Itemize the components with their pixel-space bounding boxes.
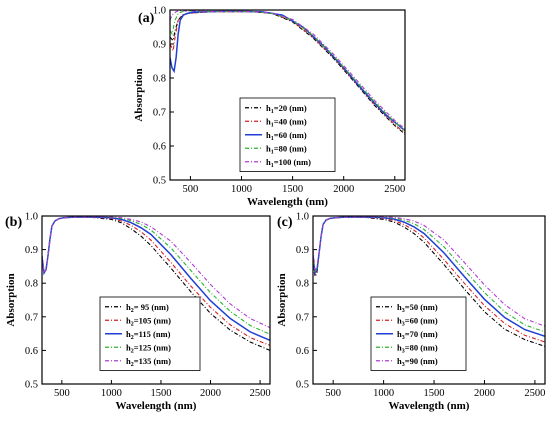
y-tick-label: 0.9 — [153, 40, 166, 51]
y-tick-label: 0.6 — [153, 142, 166, 153]
panel-c: 500 1000 1500 2000 2500 0.5 0.6 0.7 0.8 0.9 1.0 Wav… — [276, 212, 546, 412]
series-line-4 — [170, 10, 405, 132]
x-tick-label: 1500 — [424, 388, 445, 399]
y-tick-label: 0.9 — [296, 245, 309, 256]
panel-b: 500 1000 1500 2000 2500 0.5 0.6 0.7 0.8 0.9 1.0 Wav… — [5, 212, 271, 412]
y-tick-label: 0.7 — [153, 108, 166, 119]
x-tick-label: 1500 — [282, 184, 303, 195]
y-tick-label: 0.5 — [153, 176, 166, 187]
y-tick-label: 1.0 — [153, 6, 166, 17]
legend-entry: h2= 95 (nm) — [126, 302, 169, 314]
plot-frame — [312, 215, 546, 385]
x-axis-label: Wavelength (nm) — [247, 196, 328, 208]
legend-entry: h2=105 (nm) — [126, 315, 171, 327]
x-tick-label: 2500 — [524, 388, 545, 399]
series-line-5 — [313, 216, 545, 327]
x-tick-label: 2000 — [333, 184, 354, 195]
panel-label: (b) — [5, 215, 22, 230]
x-axis-label: Wavelength (nm) — [389, 400, 470, 412]
plot-frame — [41, 215, 271, 385]
y-tick-label: 0.5 — [25, 380, 38, 391]
x-tick-label: 500 — [325, 388, 341, 399]
y-tick-label: 1.0 — [296, 212, 309, 223]
y-axis-label: Absorption — [133, 68, 145, 121]
legend-entry: h2=115 (nm) — [126, 329, 171, 341]
y-tick-label: 1.0 — [25, 212, 38, 223]
y-tick-label: 0.8 — [153, 74, 166, 85]
x-tick-label: 1000 — [101, 388, 122, 399]
y-tick-label: 0.8 — [296, 279, 309, 290]
panel-a: 500 1000 1500 2000 2500 0.5 0.6 0.7 0.8 0.9 1.0 Wav… — [133, 6, 406, 208]
plot-frame — [169, 9, 406, 181]
legend-entry: h3=80 (nm) — [397, 342, 438, 354]
x-tick-label: 1500 — [150, 388, 171, 399]
legend-entry: h1=80 (nm) — [266, 143, 307, 155]
y-tick-label: 0.8 — [25, 279, 38, 290]
x-tick-label: 500 — [54, 388, 70, 399]
y-tick-label: 0.6 — [25, 346, 38, 357]
legend-entry: h2=125 (nm) — [126, 342, 171, 354]
legend-entry: h1=60 (nm) — [266, 130, 307, 142]
y-tick-label: 0.9 — [25, 245, 38, 256]
y-tick-label: 0.5 — [296, 380, 309, 391]
legend-entry: h3=70 (nm) — [397, 329, 438, 341]
x-tick-label: 1000 — [373, 388, 394, 399]
y-tick-label: 0.7 — [25, 312, 38, 323]
legend-entry: h1=40 (nm) — [266, 116, 307, 128]
legend-entry: h1=20 (nm) — [266, 103, 307, 115]
panel-label: (a) — [138, 11, 155, 26]
legend: h3=50 (nm)h3=60 (nm) h3=70 (nm)h3=80 (nm)… — [370, 296, 467, 371]
legend: h2= 95 (nm)h2=105 (nm) h2=115 (nm)h2=125 … — [99, 296, 201, 371]
legend-entry: h2=135 (nm) — [126, 356, 171, 368]
legend: h1=20 (nm)h1=40 (nm) h1=60 (nm)h1=80 (nm)… — [239, 97, 336, 172]
x-axis-label: Wavelength (nm) — [116, 400, 197, 412]
y-axis-label: Absorption — [276, 273, 288, 326]
y-tick-label: 0.6 — [296, 346, 309, 357]
x-tick-label: 2000 — [200, 388, 221, 399]
series-line-5 — [170, 10, 405, 130]
series-line-5 — [42, 216, 270, 329]
x-tick-label: 2500 — [384, 184, 405, 195]
x-tick-label: 1000 — [231, 184, 252, 195]
x-tick-label: 2500 — [250, 388, 271, 399]
x-tick-label: 500 — [183, 184, 199, 195]
y-tick-label: 0.7 — [296, 312, 309, 323]
y-axis-label: Absorption — [5, 273, 17, 326]
legend-entry: h3=60 (nm) — [397, 315, 438, 327]
legend-entry: h3=50 (nm) — [397, 302, 438, 314]
x-tick-label: 2000 — [474, 388, 495, 399]
legend-entry: h1=100 (nm) — [266, 157, 311, 169]
legend-entry: h3=90 (nm) — [397, 356, 438, 368]
panel-label: (c) — [277, 215, 293, 230]
